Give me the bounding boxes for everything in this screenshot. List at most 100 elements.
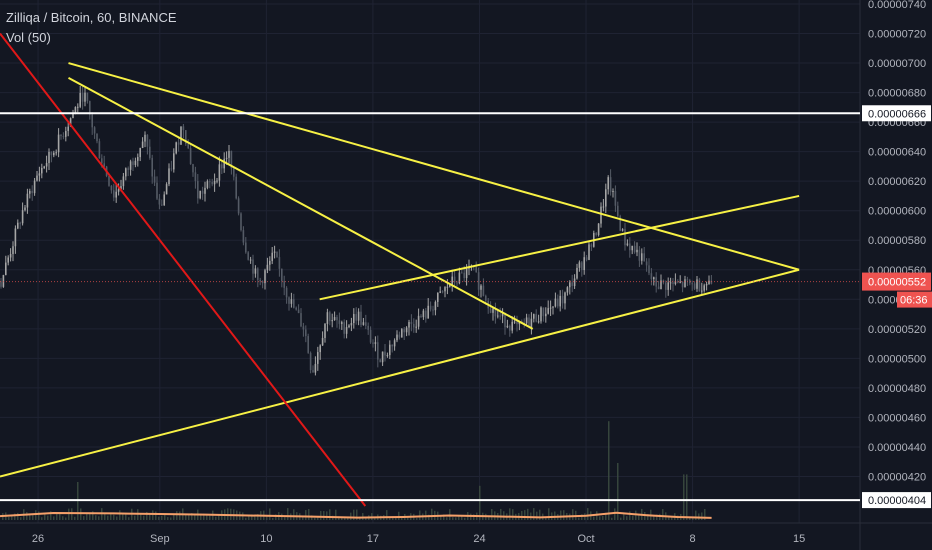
candle-body [499,315,501,317]
candle-body [48,151,50,164]
y-tick-label: 0.00000520 [868,324,926,336]
volume-bar [203,513,205,520]
candle-body [168,168,170,185]
candle-body [367,325,369,330]
candle-body [182,126,185,131]
candle-body [113,190,115,198]
candle-body [509,325,511,331]
trendline-descending-upper[interactable] [68,62,800,271]
candle-body [566,287,569,293]
candle-body [187,144,189,149]
candle-body [278,257,281,269]
candle-body [89,101,91,115]
candle-body [408,322,410,328]
volume-bar [611,517,613,520]
candle-body [163,194,165,206]
candle-body [115,191,117,198]
candle-body [413,323,415,328]
candle-body [547,308,549,314]
volume-indicator-label[interactable]: Vol (50) [6,30,51,45]
candle-body [672,282,674,284]
candle-body [559,295,561,307]
candle-body [564,292,566,304]
candle-body [158,198,161,205]
volume-bar [185,514,187,520]
candle-body [127,168,129,170]
candle-body [701,290,703,292]
candle-body [458,272,461,284]
chart-title[interactable]: Zilliqa / Bitcoin, 60, BINANCE [6,10,177,25]
volume-bar [491,509,493,520]
volume-bar [47,515,49,520]
volume-bar [308,509,310,520]
candle-body [175,142,177,154]
candle-body [141,141,144,148]
candle-body [384,351,386,356]
horizontal-level-label: 0.00000404 [868,495,926,507]
volume-bar [116,516,118,520]
candle-body [74,107,77,114]
candle-body [180,126,182,145]
candle-body [677,281,679,283]
volume-bar [17,512,19,520]
candle-body [249,259,252,261]
candle-body [230,150,233,169]
volume-bar [509,508,511,520]
candle-body [403,329,405,333]
y-tick-label: 0.00000600 [868,206,926,218]
candle-body [144,134,146,142]
candle-body [307,336,309,353]
y-tick-label: 0.00000620 [868,176,926,188]
candle-body [665,282,667,290]
candle-body [29,190,31,194]
candle-body [345,327,348,334]
volume-bar [578,517,580,520]
candle-body [425,310,427,319]
volume-bar [59,513,61,520]
y-tick-label: 0.00000700 [868,58,926,70]
candle-body [708,280,710,285]
volume-bar [287,508,289,520]
volume-bar [671,516,673,520]
candle-body [684,279,686,288]
volume-bar [14,513,16,520]
candle-body [12,246,14,255]
candle-body [276,251,278,258]
candle-body [506,325,509,328]
volume-bar [326,511,328,520]
x-tick-label: 8 [690,533,696,545]
volume-bar [689,517,691,520]
candle-body [605,189,607,207]
last-price-badge [862,272,931,291]
candle-body [698,279,701,292]
volume-bar [533,508,535,520]
volume-bar [83,516,85,520]
candle-body [638,249,641,261]
candle-body [288,297,290,304]
candle-body [530,318,533,328]
candle-body [422,310,425,318]
volume-bar [572,509,574,520]
candle-body [9,254,12,258]
y-tick-label: 0.00000460 [868,412,926,424]
candle-body [485,295,487,301]
candle-body [213,180,216,185]
candle-body [137,157,139,161]
countdown-badge [897,291,932,308]
candle-body [302,326,305,330]
candle-body [401,329,403,338]
trendline-ascending-support[interactable] [0,268,800,478]
candle-body [297,309,300,314]
candle-body [285,287,288,298]
candle-body [456,282,458,284]
volume-bar [125,514,127,520]
volume-bar [386,510,388,520]
candle-body [441,291,444,293]
volume-bar [548,508,550,520]
volume-bar [536,511,538,520]
volume-bar [554,511,556,520]
volume-bar [68,508,70,520]
candle-body [326,312,329,324]
trendline-descending-inner[interactable] [68,76,534,330]
